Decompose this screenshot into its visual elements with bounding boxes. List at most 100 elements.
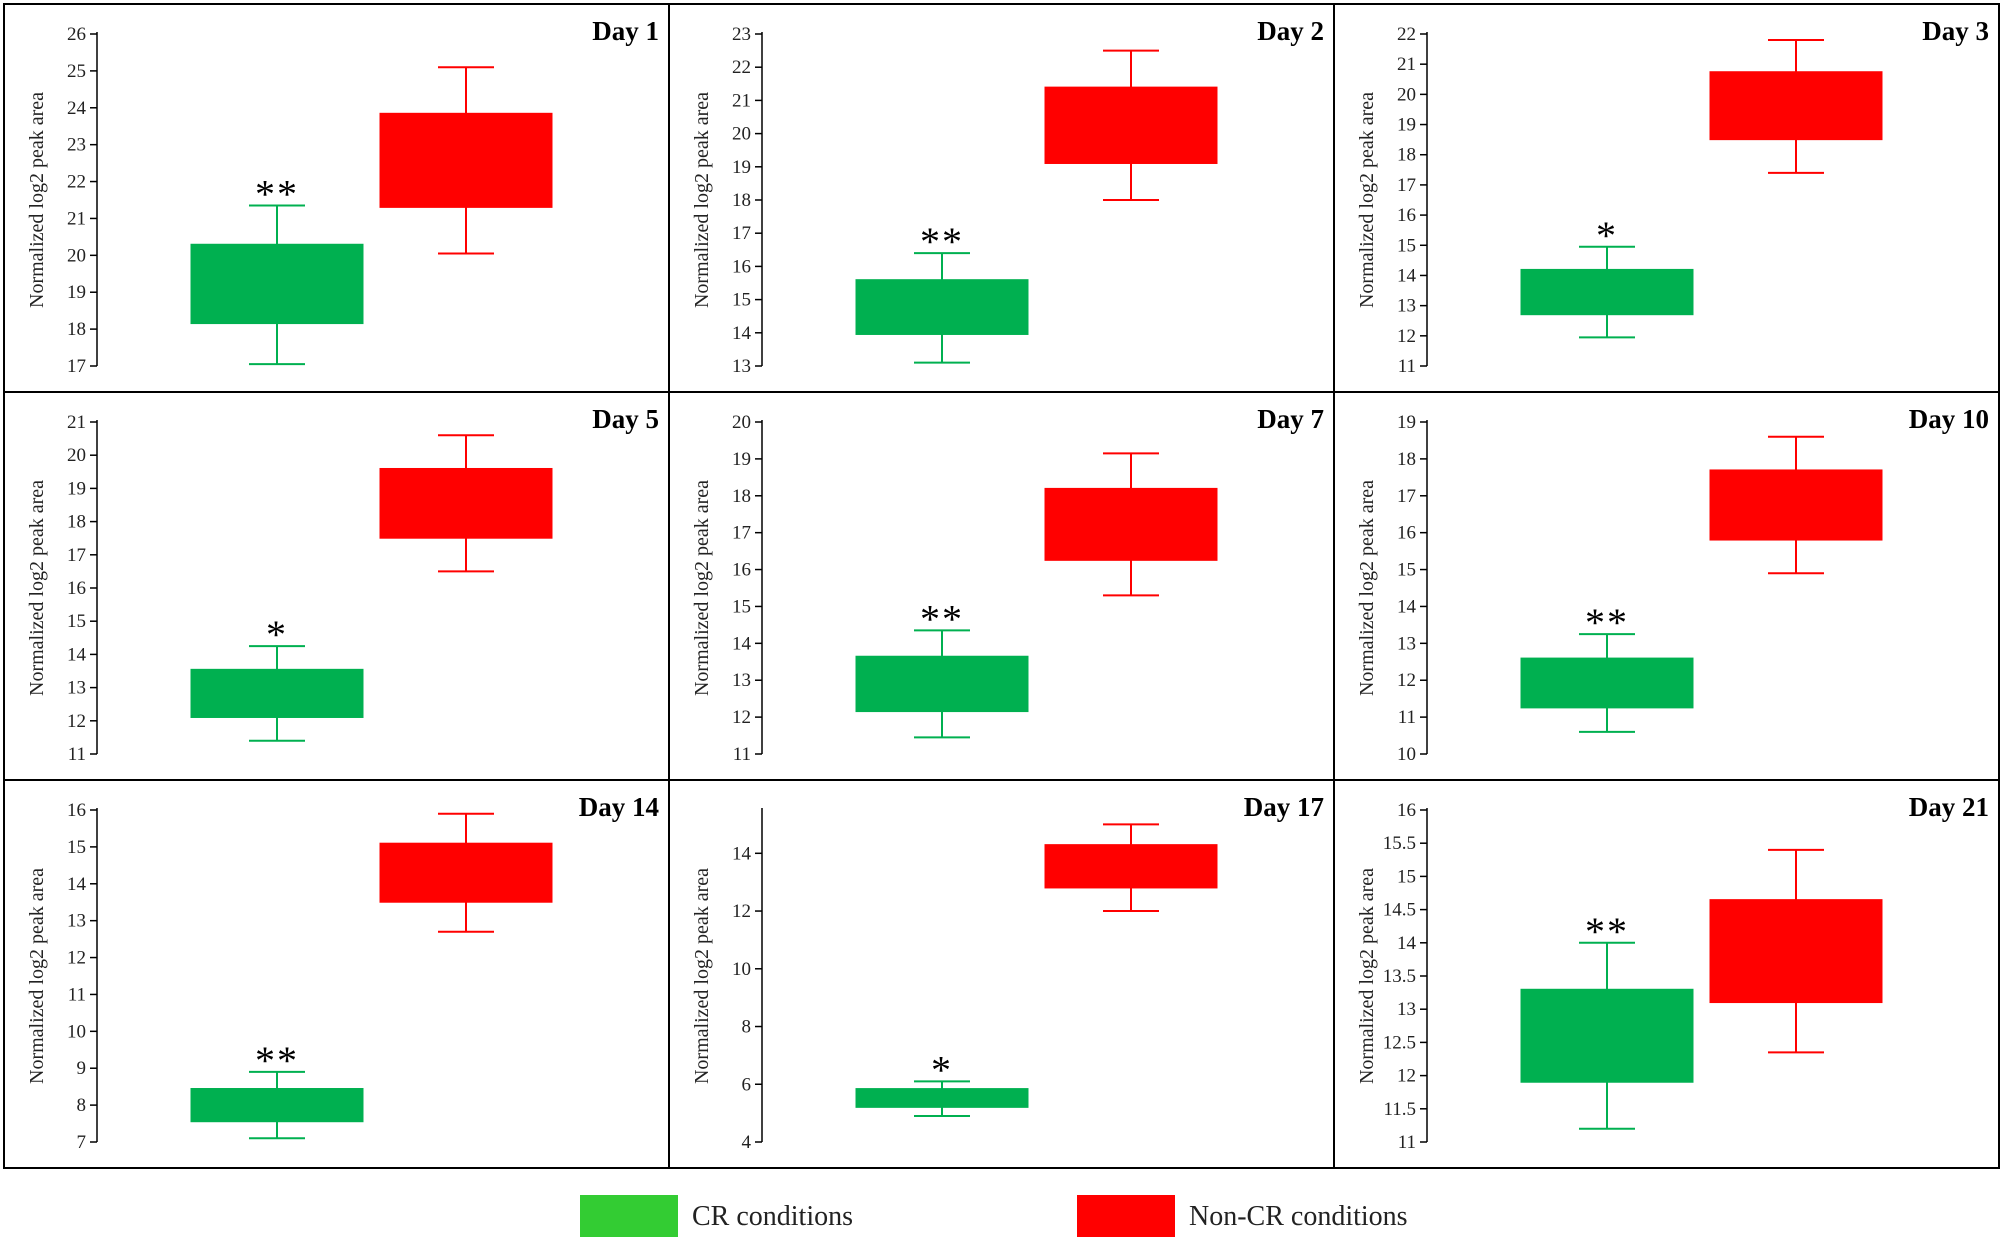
y-tick-label: 12 — [67, 711, 86, 732]
y-tick-label: 15 — [67, 837, 86, 858]
y-tick-label: 22 — [67, 172, 86, 193]
y-tick-label: 19 — [1397, 115, 1416, 136]
box-cr — [855, 655, 1029, 713]
panel-frame — [1333, 391, 2000, 781]
significance-marker: ** — [920, 219, 964, 264]
panel-frame — [668, 391, 1335, 781]
y-tick-label: 13 — [67, 911, 86, 932]
y-axis-label: Normalized log2 peak area — [691, 92, 713, 308]
y-tick-label: 12 — [1397, 326, 1416, 347]
panel-6: 10 11 12 13 14 15 16 17 18 19 Normalized log2 peak… — [1333, 391, 2000, 781]
panel-frame — [3, 391, 670, 781]
y-tick-label: 22 — [732, 57, 751, 78]
y-tick-label: 22 — [1397, 24, 1416, 45]
y-tick-label: 8 — [742, 1017, 752, 1038]
box-non-cr — [379, 842, 553, 903]
panel-5: 11 12 13 14 15 16 17 18 19 20 Normalized log2 peak… — [668, 391, 1335, 781]
box-cr — [855, 1088, 1029, 1108]
panel-frame — [668, 779, 1335, 1169]
y-tick-label: 18 — [1397, 449, 1416, 470]
panel-title: Day 21 — [1909, 792, 1989, 822]
panel-frame — [3, 3, 670, 393]
y-tick-label: 21 — [67, 412, 86, 433]
y-tick-label: 8 — [77, 1095, 87, 1116]
y-axis-label: Normalized log2 peak area — [26, 92, 48, 308]
y-tick-label: 17 — [1397, 486, 1416, 507]
significance-marker: ** — [1585, 600, 1629, 645]
y-tick-label: 14 — [732, 633, 752, 654]
y-tick-label: 16 — [732, 256, 751, 277]
y-tick-label: 17 — [1397, 175, 1416, 196]
panel-8: 4 6 8 10 12 14 Normalized log2 peak area Day 17… — [668, 779, 1335, 1169]
y-tick-label: 12 — [67, 948, 86, 969]
significance-marker: ** — [1585, 909, 1629, 954]
panel-9: 11 11.5 12 12.5 13 13.5 14 14.5 15 15.5 16 Normaliz… — [1333, 779, 2000, 1169]
y-axis-label: Normalized log2 peak area — [691, 868, 713, 1084]
panel-7: 7 8 9 10 11 12 13 14 15 16 Normalized log2 peak ar… — [3, 779, 670, 1169]
y-tick-label: 13 — [732, 356, 751, 377]
box-non-cr — [1709, 469, 1883, 541]
y-axis-label: Normalized log2 peak area — [1356, 868, 1378, 1084]
y-tick-label: 11.5 — [1383, 1099, 1416, 1120]
panel-frame — [1333, 779, 2000, 1169]
panel-3: 11 12 13 14 15 16 17 18 19 20 21 22 Normalized log2 … — [1333, 3, 2000, 393]
y-tick-label: 10 — [732, 959, 751, 980]
significance-marker: ** — [920, 596, 964, 641]
box-cr — [1520, 268, 1694, 316]
y-tick-label: 20 — [732, 412, 751, 433]
y-tick-label: 16 — [1397, 523, 1416, 544]
y-tick-label: 21 — [732, 90, 751, 111]
y-tick-label: 12 — [732, 901, 751, 922]
y-tick-label: 14 — [67, 874, 87, 895]
box-cr — [855, 279, 1029, 335]
y-tick-label: 12 — [1397, 1066, 1416, 1087]
panel-2: 13 14 15 16 17 18 19 20 21 22 23 Normalized log2 pe… — [668, 3, 1335, 393]
significance-marker: ** — [255, 1038, 299, 1083]
y-tick-label: 19 — [67, 478, 86, 499]
y-tick-label: 10 — [67, 1021, 86, 1042]
y-tick-label: 25 — [67, 61, 86, 82]
legend-swatch-non-cr — [1077, 1195, 1175, 1237]
y-tick-label: 15.5 — [1383, 833, 1416, 854]
y-tick-label: 14 — [732, 323, 752, 344]
y-tick-label: 11 — [733, 744, 751, 765]
y-tick-label: 15 — [732, 596, 751, 617]
y-tick-label: 16 — [732, 560, 751, 581]
y-axis-label: Normalized log2 peak area — [691, 480, 713, 696]
box-non-cr — [1044, 487, 1218, 561]
box-cr — [1520, 657, 1694, 709]
y-tick-label: 17 — [67, 545, 86, 566]
significance-marker: * — [266, 612, 288, 657]
box-non-cr — [1044, 86, 1218, 164]
y-tick-label: 14 — [732, 843, 752, 864]
panel-title: Day 5 — [592, 404, 659, 434]
y-tick-label: 19 — [67, 282, 86, 303]
box-non-cr — [1709, 71, 1883, 141]
y-tick-label: 13.5 — [1383, 966, 1416, 987]
y-tick-label: 26 — [67, 24, 86, 45]
y-tick-label: 20 — [67, 245, 86, 266]
y-tick-label: 21 — [1397, 54, 1416, 75]
y-tick-label: 19 — [732, 449, 751, 470]
significance-marker: * — [1596, 213, 1618, 258]
y-tick-label: 15 — [732, 290, 751, 311]
y-tick-label: 16 — [67, 578, 86, 599]
legend-label-non-cr: Non-CR conditions — [1189, 1201, 1408, 1232]
y-tick-label: 13 — [1397, 296, 1416, 317]
panel-frame — [1333, 3, 2000, 393]
y-axis-label: Normalized log2 peak area — [1356, 92, 1378, 308]
y-tick-label: 14 — [1397, 596, 1417, 617]
legend-swatch-cr — [580, 1195, 678, 1237]
y-tick-label: 19 — [1397, 412, 1416, 433]
y-tick-label: 11 — [68, 984, 86, 1005]
y-tick-label: 24 — [67, 98, 87, 119]
y-tick-label: 17 — [732, 223, 751, 244]
panel-title: Day 7 — [1257, 404, 1324, 434]
box-non-cr — [379, 112, 553, 208]
y-tick-label: 13 — [732, 670, 751, 691]
y-tick-label: 10 — [1397, 744, 1416, 765]
legend: CR conditions Non-CR conditions — [0, 1190, 2000, 1245]
y-tick-label: 20 — [732, 124, 751, 145]
y-tick-label: 18 — [732, 486, 751, 507]
panel-title: Day 17 — [1244, 792, 1324, 822]
